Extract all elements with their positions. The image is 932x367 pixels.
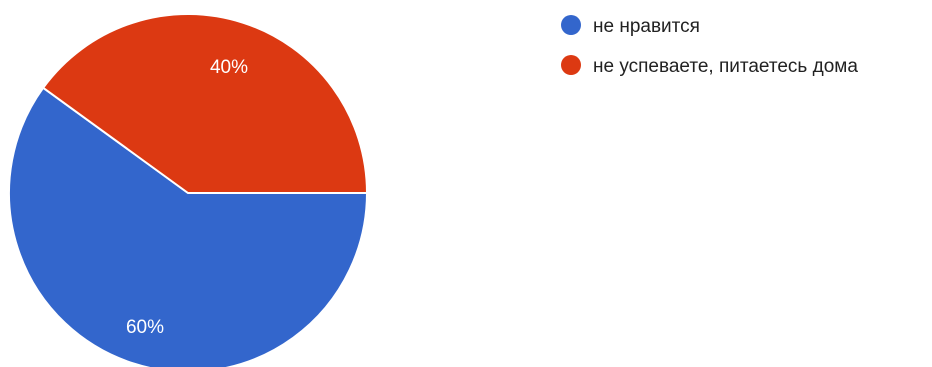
legend-item-ne-uspevaete[interactable]: не успеваете, питаетесь дома xyxy=(561,55,858,77)
legend-item-ne-nravitsya[interactable]: не нравится xyxy=(561,15,700,37)
pie-slice-ne-uspevaete[interactable] xyxy=(42,13,368,194)
pie-slice-ne-nravitsya[interactable] xyxy=(8,86,368,367)
legend-label-ne-uspevaete: не успеваете, питаетесь дома xyxy=(593,56,858,77)
legend-swatch-ne-nravitsya xyxy=(561,15,581,35)
slice-label-ne-uspevaete: 40% xyxy=(210,57,248,78)
legend: не нравится не успеваете, питаетесь дома xyxy=(561,15,858,77)
legend-swatch-ne-uspevaete xyxy=(561,55,581,75)
slice-label-ne-nravitsya: 60% xyxy=(126,317,164,338)
legend-label-ne-nravitsya: не нравится xyxy=(593,16,700,37)
pie-slice-labels: 60% 40% xyxy=(126,57,248,338)
pie-slices xyxy=(8,13,368,367)
